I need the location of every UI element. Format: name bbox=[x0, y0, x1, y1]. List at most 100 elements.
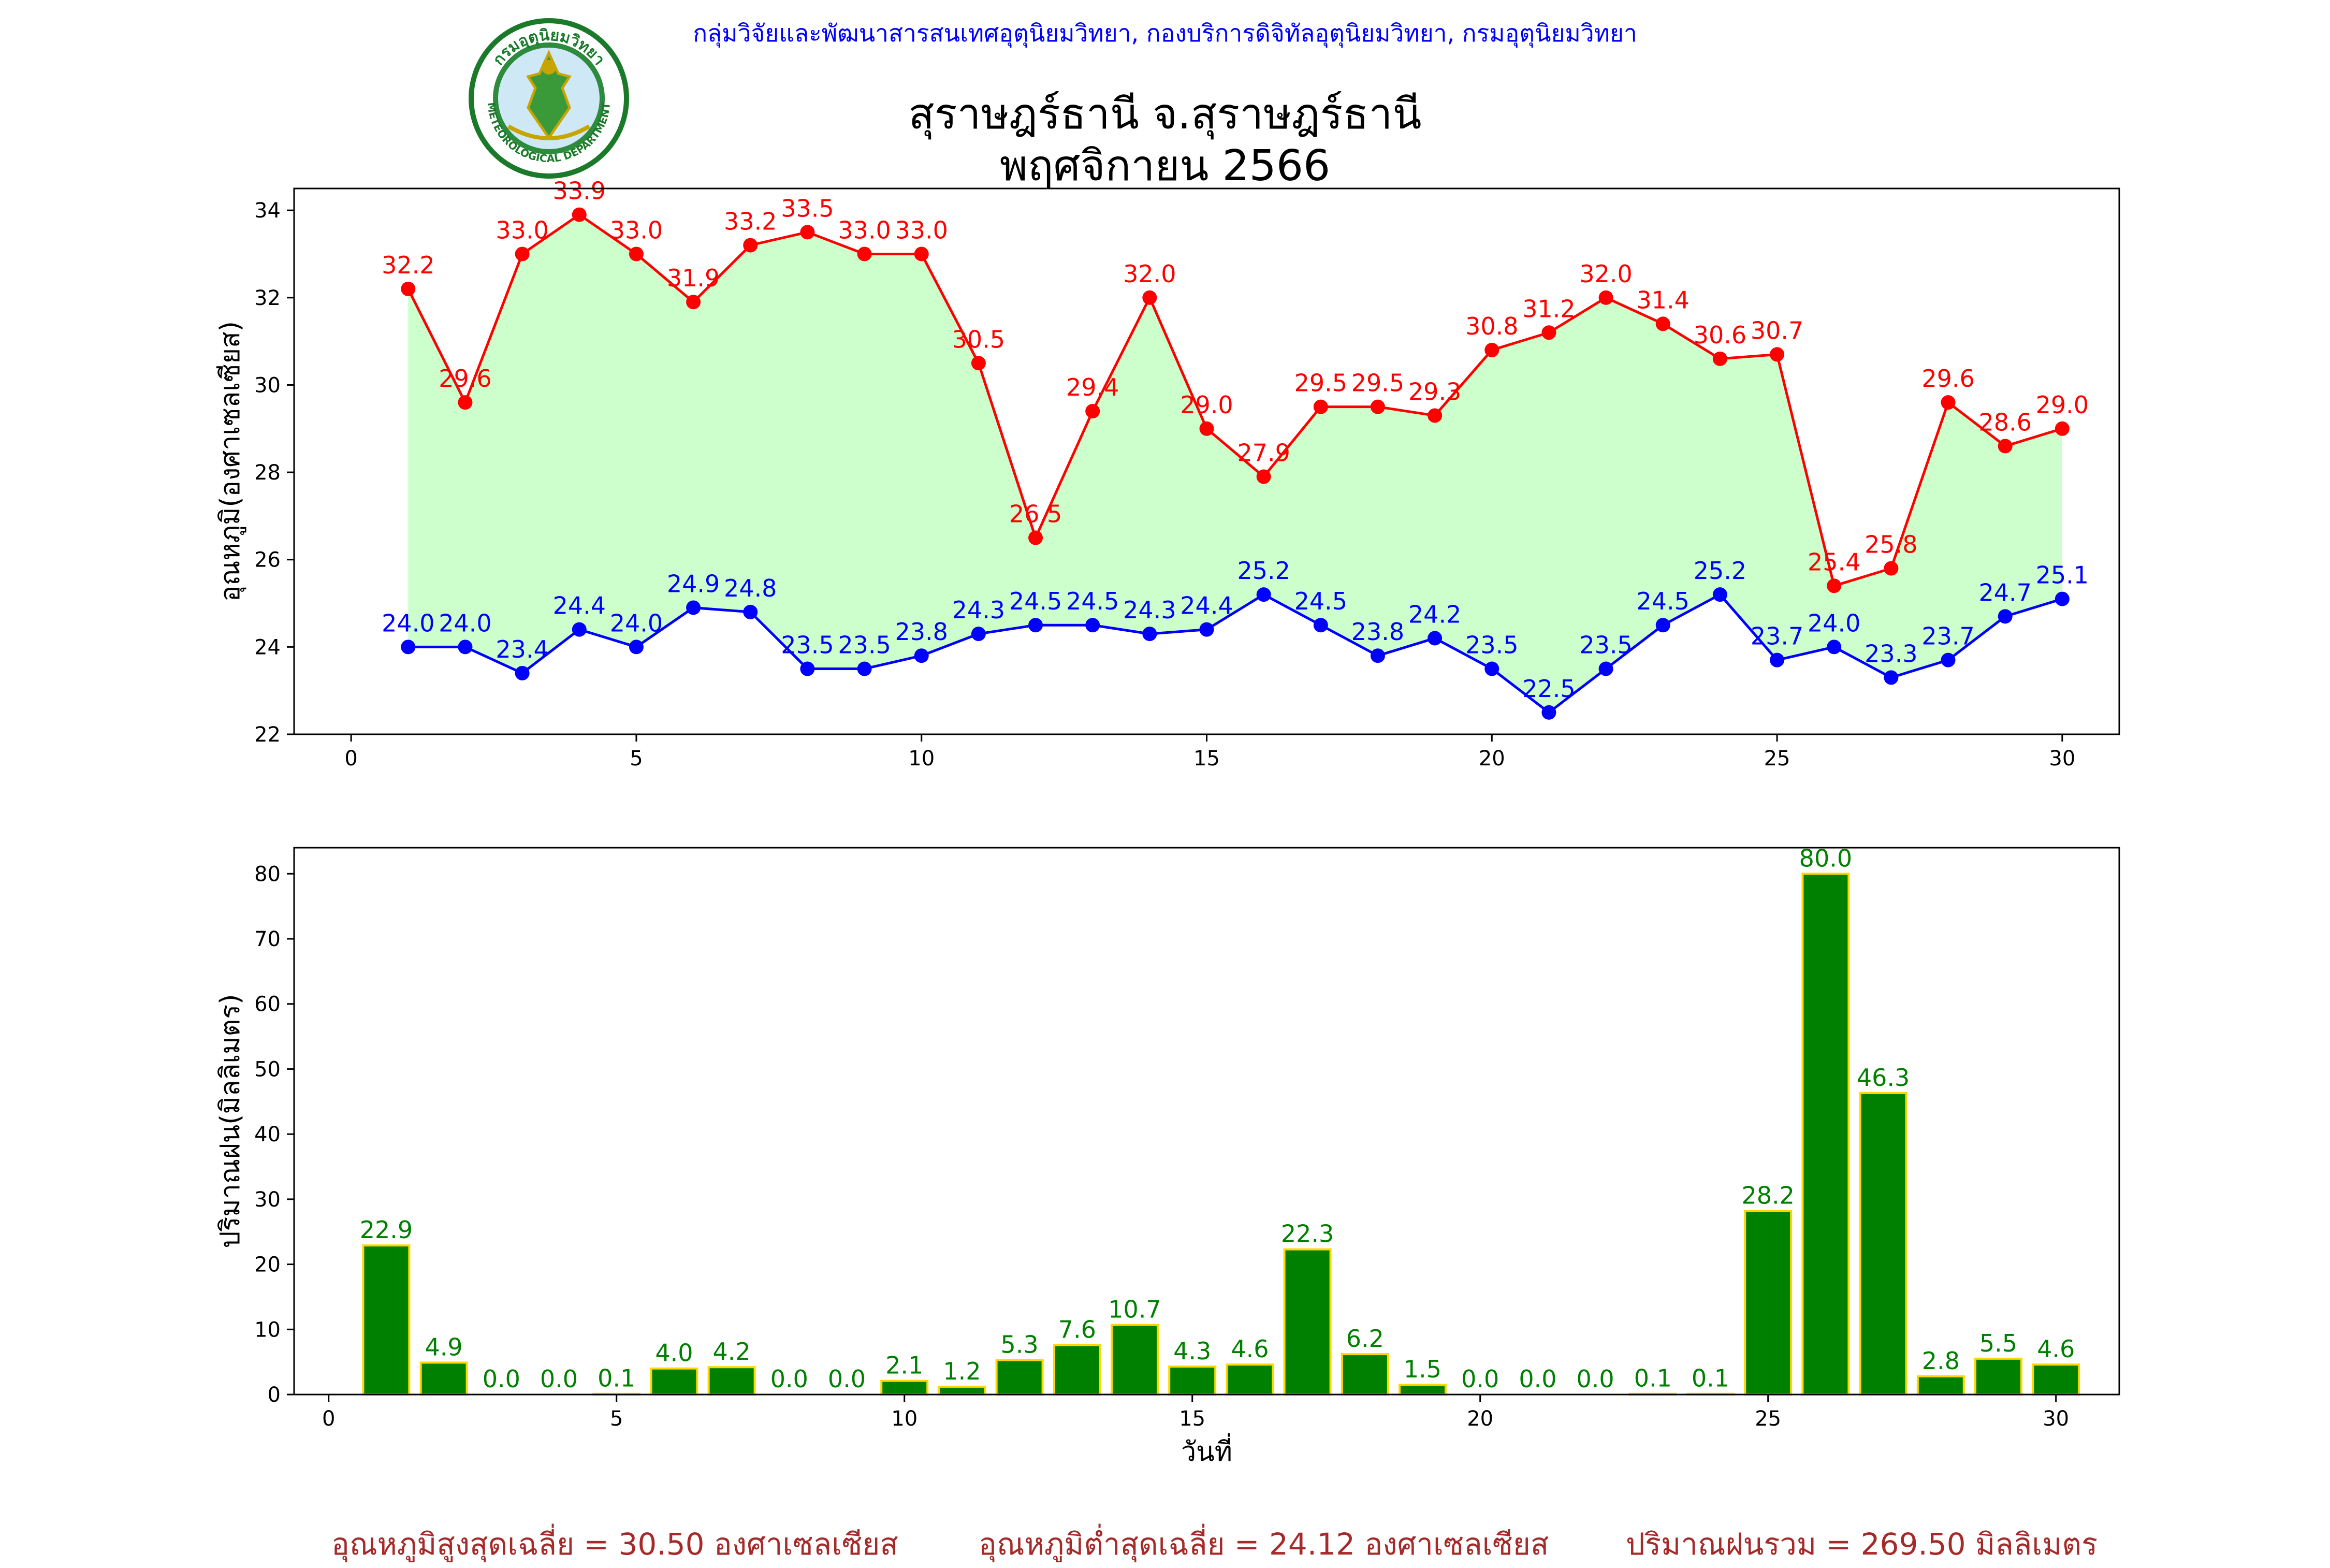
y-tick-label: 70 bbox=[254, 927, 281, 951]
rainfall-data-label: 46.3 bbox=[1857, 1064, 1910, 1092]
meteorological-department-logo: กรมอุตุนิยมวิทยา METEOROLOGICAL DEPARTME… bbox=[469, 18, 629, 179]
min-temperature-data-label: 23.7 bbox=[1751, 622, 1803, 650]
y-tick-label: 60 bbox=[254, 993, 281, 1017]
y-tick-label: 0 bbox=[268, 1383, 281, 1407]
rainfall-bar bbox=[1801, 873, 1850, 1396]
min-temperature-point bbox=[1085, 618, 1100, 633]
x-tick-label: 0 bbox=[322, 1407, 335, 1431]
rainfall-data-label: 0.0 bbox=[770, 1365, 808, 1393]
min-temperature-point bbox=[1428, 631, 1443, 646]
max-temperature-data-label: 32.0 bbox=[1579, 260, 1632, 288]
min-temperature-point bbox=[1998, 609, 2013, 624]
max-temperature-data-label: 32.2 bbox=[382, 251, 434, 279]
rainfall-bar bbox=[1111, 1324, 1159, 1396]
x-tick-label: 5 bbox=[610, 1407, 623, 1431]
stat-min-temperature-average: อุณหภูมิต่ำสุดเฉลี่ย = 24.12 องศาเซลเซีย… bbox=[979, 1527, 1549, 1562]
rainfall-data-label: 4.9 bbox=[425, 1333, 463, 1361]
rainfall-data-label: 4.6 bbox=[2037, 1335, 2075, 1363]
min-temperature-point bbox=[800, 661, 815, 676]
min-temperature-point bbox=[1028, 618, 1043, 633]
rainfall-data-label: 4.2 bbox=[713, 1338, 751, 1366]
min-temperature-point bbox=[401, 640, 416, 655]
max-temperature-point bbox=[1370, 399, 1385, 414]
max-temperature-data-label: 31.9 bbox=[667, 264, 720, 292]
max-temperature-point bbox=[1142, 290, 1157, 305]
chart-title-station: สุราษฎร์ธานี จ.สุราษฎร์ธานี bbox=[908, 90, 1422, 139]
min-temperature-point bbox=[1256, 587, 1271, 602]
max-temperature-point bbox=[401, 281, 416, 296]
max-temperature-data-label: 30.8 bbox=[1465, 312, 1518, 340]
max-temperature-point bbox=[1199, 421, 1214, 436]
y-tick-label: 22 bbox=[254, 723, 281, 747]
max-temperature-point bbox=[572, 207, 587, 222]
x-tick-label: 15 bbox=[1193, 747, 1220, 771]
max-temperature-point bbox=[857, 246, 872, 262]
min-temperature-data-label: 23.5 bbox=[781, 631, 834, 659]
rainfall-data-label: 0.0 bbox=[1519, 1365, 1556, 1393]
min-temperature-point bbox=[1484, 661, 1499, 676]
max-temperature-data-label: 33.0 bbox=[895, 216, 948, 244]
min-temperature-point bbox=[1142, 627, 1157, 642]
min-temperature-point bbox=[1199, 622, 1214, 637]
y-tick-label: 80 bbox=[254, 862, 281, 886]
min-temperature-point bbox=[1313, 618, 1328, 633]
max-temperature-data-label: 33.2 bbox=[724, 208, 777, 236]
max-temperature-point bbox=[1256, 469, 1271, 484]
rainfall-bar bbox=[419, 1361, 468, 1396]
min-temperature-data-label: 23.4 bbox=[496, 635, 548, 663]
min-temperature-data-label: 24.9 bbox=[667, 570, 720, 598]
min-temperature-data-label: 24.0 bbox=[439, 609, 491, 637]
y-tick-label: 28 bbox=[254, 461, 281, 485]
rainfall-bar bbox=[1859, 1092, 1907, 1396]
rainfall-data-label: 10.7 bbox=[1108, 1295, 1161, 1323]
rainfall-bar bbox=[1399, 1384, 1447, 1396]
max-temperature-data-label: 25.8 bbox=[1865, 531, 1917, 559]
min-temperature-point bbox=[686, 600, 701, 615]
max-temperature-point bbox=[1655, 316, 1670, 331]
max-temperature-point bbox=[515, 246, 530, 262]
max-temperature-data-label: 30.6 bbox=[1694, 321, 1746, 349]
rainfall-data-label: 80.0 bbox=[1799, 844, 1852, 872]
min-temperature-data-label: 24.5 bbox=[1637, 587, 1690, 615]
y-tick-label: 32 bbox=[254, 286, 281, 310]
y-tick-label: 40 bbox=[254, 1123, 281, 1146]
max-temperature-point bbox=[1085, 404, 1100, 419]
x-tick-label: 10 bbox=[908, 747, 935, 771]
x-tick-label: 20 bbox=[1467, 1407, 1493, 1431]
max-temperature-data-label: 33.0 bbox=[610, 216, 663, 244]
min-temperature-data-label: 24.2 bbox=[1408, 600, 1461, 628]
min-temperature-line bbox=[408, 593, 2063, 714]
min-temperature-point bbox=[1827, 640, 1842, 655]
min-temperature-point bbox=[1770, 652, 1785, 667]
max-temperature-data-label: 29.4 bbox=[1066, 373, 1119, 401]
max-temperature-data-label: 33.5 bbox=[781, 194, 834, 222]
rainfall-plot-frame bbox=[293, 847, 2120, 1396]
x-tick-label: 20 bbox=[1479, 747, 1505, 771]
min-temperature-point bbox=[458, 640, 473, 655]
max-temperature-data-label: 29.6 bbox=[439, 365, 491, 393]
rainfall-bar bbox=[1168, 1365, 1217, 1396]
rainfall-data-label: 22.9 bbox=[360, 1216, 413, 1244]
y-tick-label: 34 bbox=[254, 199, 281, 223]
max-temperature-point bbox=[1541, 325, 1556, 340]
min-temperature-data-label: 23.5 bbox=[838, 631, 891, 659]
y-tick-label: 26 bbox=[254, 548, 281, 572]
max-temperature-data-label: 28.6 bbox=[1978, 408, 2031, 436]
x-tick-label: 30 bbox=[2049, 747, 2075, 771]
y-tick-label: 30 bbox=[254, 1188, 281, 1212]
rainfall-bar bbox=[362, 1244, 411, 1396]
rainfall-bar bbox=[1341, 1353, 1389, 1396]
min-temperature-point bbox=[857, 661, 872, 676]
rainfall-data-label: 0.1 bbox=[1634, 1364, 1672, 1392]
min-temperature-data-label: 23.5 bbox=[1579, 631, 1632, 659]
min-temperature-point bbox=[1655, 618, 1670, 633]
max-temperature-point bbox=[458, 395, 473, 410]
min-temperature-data-label: 24.7 bbox=[1978, 578, 2031, 606]
rainfall-bar bbox=[938, 1385, 986, 1396]
min-temperature-point bbox=[1712, 587, 1727, 602]
stat-max-temperature-average: อุณหภูมิสูงสุดเฉลี่ย = 30.50 องศาเซลเซีย… bbox=[331, 1527, 898, 1562]
y-tick-label: 30 bbox=[254, 373, 281, 397]
min-temperature-data-label: 22.5 bbox=[1522, 675, 1575, 703]
max-temperature-data-label: 32.0 bbox=[1123, 260, 1176, 288]
